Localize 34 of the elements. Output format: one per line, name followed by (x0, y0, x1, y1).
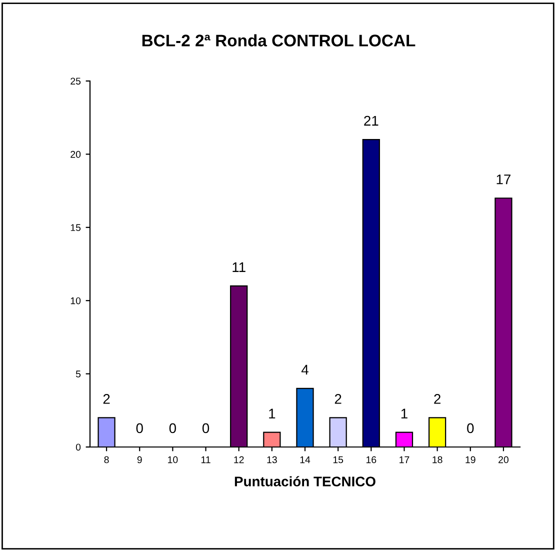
y-tick-label: 15 (70, 224, 81, 232)
x-tick-label: 19 (466, 456, 476, 464)
y-tick-label: 20 (70, 150, 81, 158)
data-label: 2 (334, 394, 342, 404)
y-tick-label: 5 (76, 370, 81, 378)
chart-title: BCL-2 2ª Ronda CONTROL LOCAL (142, 34, 416, 46)
y-tick-label: 0 (76, 444, 81, 451)
data-label: 0 (136, 423, 143, 434)
data-label: 0 (202, 423, 210, 434)
data-label: 0 (169, 423, 176, 434)
x-tick-label: 18 (432, 456, 442, 464)
x-tick-label: 9 (137, 456, 142, 464)
y-tick-label: 10 (70, 297, 81, 304)
x-tick-label: 12 (234, 456, 244, 464)
x-tick-label: 10 (168, 456, 178, 464)
x-tick-label: 15 (333, 456, 344, 464)
x-tick-label: 14 (300, 456, 310, 464)
data-label: 1 (401, 408, 408, 418)
y-tick-label: 25 (70, 78, 81, 85)
data-label: 2 (434, 394, 440, 404)
x-tick-label: 16 (366, 456, 376, 464)
data-label: 21 (364, 116, 378, 126)
x-axis-title: Puntuación TECNICO (234, 476, 376, 486)
data-label: 17 (496, 174, 510, 184)
x-tick-label: 20 (498, 456, 508, 464)
x-tick-label: 8 (104, 456, 109, 464)
x-tick-label: 13 (267, 456, 277, 464)
x-tick-label: 11 (201, 456, 210, 464)
data-label: 4 (301, 364, 308, 374)
data-label: 11 (232, 262, 246, 272)
data-label: 1 (269, 408, 276, 418)
x-tick-label: 17 (400, 456, 410, 464)
data-label: 0 (467, 423, 474, 434)
data-label: 2 (103, 394, 110, 404)
